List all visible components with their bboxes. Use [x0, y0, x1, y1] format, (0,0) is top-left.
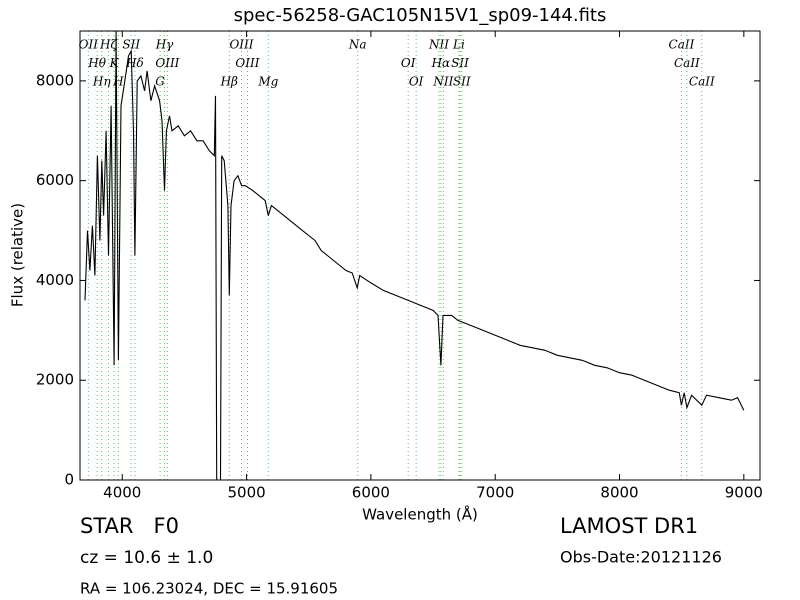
- spectral-line-label: Mg: [257, 75, 278, 89]
- y-tick-label: 6000: [36, 171, 74, 189]
- chart-title: spec-56258-GAC105N15V1_sp09-144.fits: [234, 5, 607, 26]
- x-tick-label: 8000: [600, 484, 638, 502]
- y-tick-label: 4000: [36, 271, 74, 289]
- spectral-line-label: SII: [122, 38, 140, 52]
- y-tick-label: 0: [64, 471, 74, 489]
- spectral-line-label: Li: [452, 38, 465, 52]
- cz-text: cz = 10.6 ± 1.0: [80, 548, 213, 568]
- x-tick-label: 6000: [352, 484, 390, 502]
- spectral-line-label: Hη: [92, 75, 111, 89]
- spectral-line-label: SII: [453, 75, 471, 89]
- class-text: STAR F0: [80, 514, 179, 538]
- survey-text: LAMOST DR1: [560, 514, 698, 538]
- spectral-line-label: Hα: [431, 56, 451, 70]
- x-tick-label: 7000: [476, 484, 514, 502]
- date-text: Obs-Date:20121126: [560, 548, 722, 567]
- spectral-line-label: H: [112, 75, 124, 89]
- spectrum-line: [84, 31, 745, 480]
- spectral-line-label: CaII: [669, 38, 695, 52]
- plot-frame: [79, 30, 761, 481]
- spectral-line-label: NII: [428, 38, 449, 52]
- spectral-line-label: OI: [401, 56, 416, 70]
- spectral-line-label: Hγ: [155, 38, 174, 52]
- spectral-line-label: Hθ: [87, 56, 106, 70]
- spectral-line-label: Hβ: [220, 75, 238, 89]
- spectral-line-label: SII: [451, 56, 469, 70]
- spectral-line-label: OIII: [155, 56, 179, 70]
- spectral-line-label: NII: [432, 75, 453, 89]
- x-axis-label: Wavelength (Å): [362, 505, 478, 524]
- x-tick-label: 5000: [227, 484, 265, 502]
- y-axis-label: Flux (relative): [9, 203, 27, 307]
- spectral-line-label: CaII: [674, 56, 700, 70]
- spectral-line-label: OIII: [229, 38, 253, 52]
- y-tick-label: 2000: [36, 371, 74, 389]
- spectral-line-label: K: [109, 56, 120, 70]
- y-tick-label: 8000: [36, 71, 74, 89]
- x-tick-label: 4000: [103, 484, 141, 502]
- spectral-line-label: OIII: [235, 56, 259, 70]
- spectral-line-label: Na: [348, 38, 367, 52]
- spectral-line-label: OII: [79, 38, 99, 52]
- spectral-line-label: Hδ: [125, 56, 144, 70]
- spectral-line-label: OI: [409, 75, 424, 89]
- coord-text: RA = 106.23024, DEC = 15.91605: [80, 580, 338, 598]
- spectral-line-label: CaII: [689, 75, 715, 89]
- spectral-line-label: G: [155, 75, 165, 89]
- x-tick-label: 9000: [725, 484, 763, 502]
